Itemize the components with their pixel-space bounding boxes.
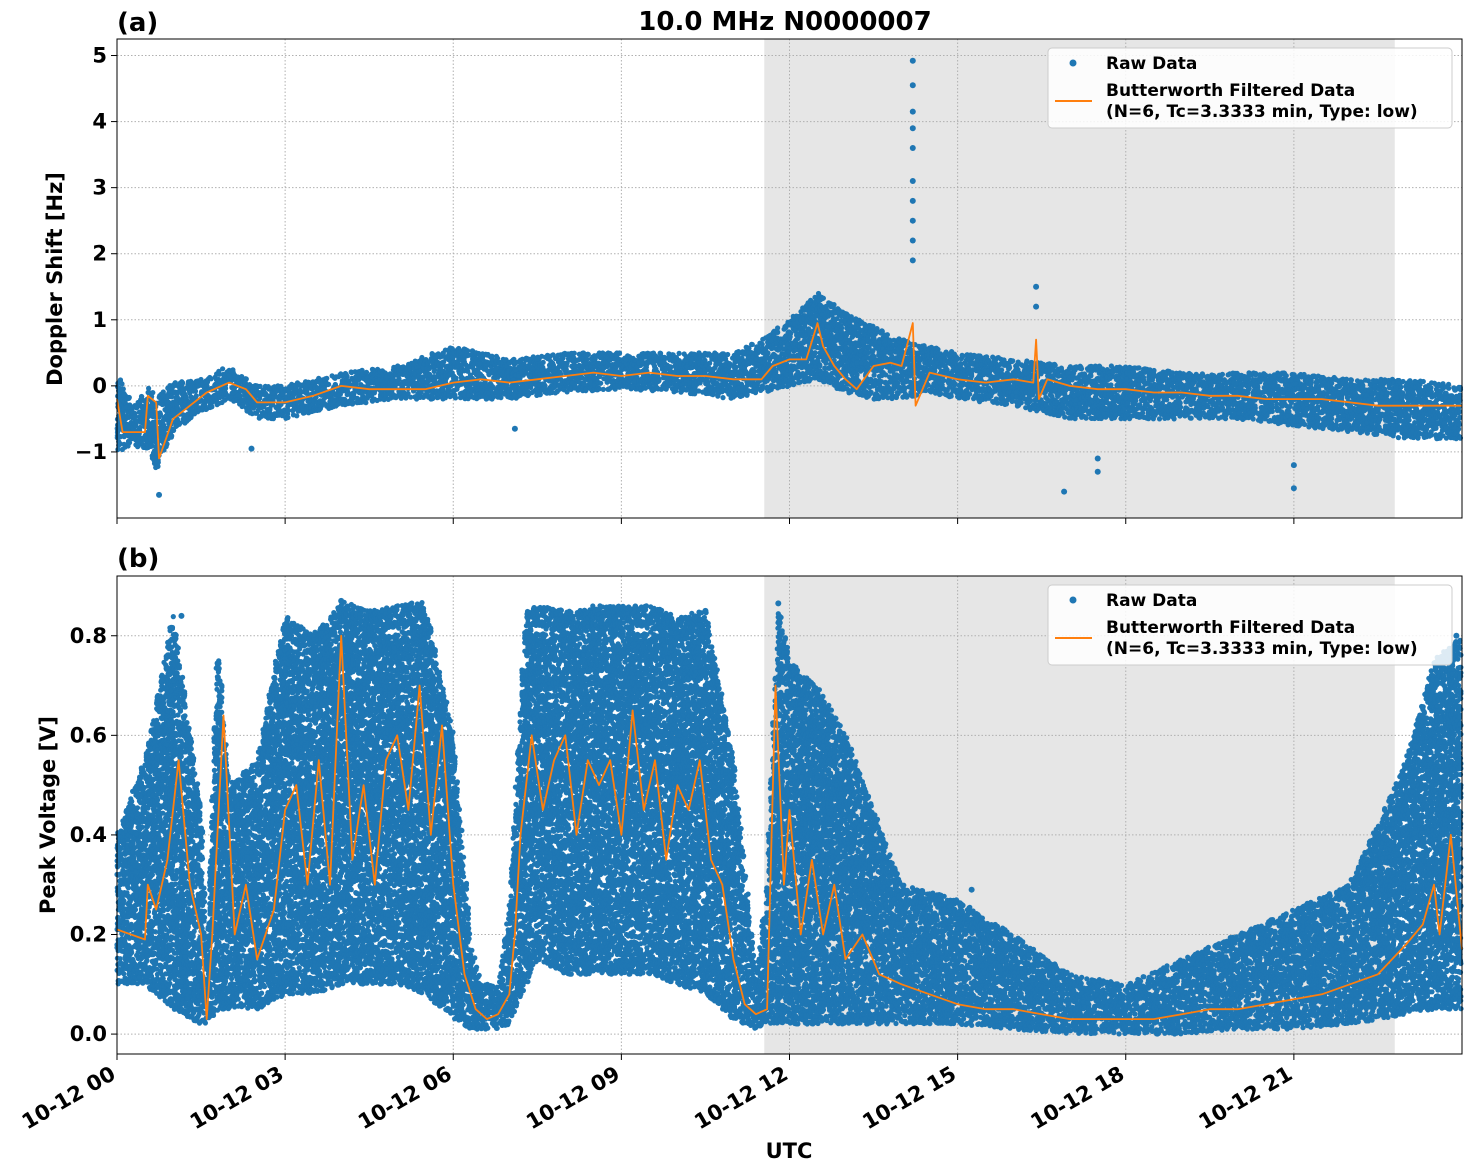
raw-data-point — [668, 364, 673, 369]
figure-title: 10.0 MHz N0000007 — [638, 7, 931, 37]
raw-data-point — [702, 358, 707, 363]
raw-data-point — [715, 394, 720, 399]
raw-data-point — [572, 351, 577, 356]
raw-data-point — [148, 444, 153, 449]
raw-data-point — [541, 360, 546, 365]
raw-data-point — [363, 400, 368, 405]
raw-data-point — [157, 413, 162, 418]
raw-data-point — [538, 392, 543, 397]
raw-data-point — [427, 372, 432, 377]
raw-data-point — [326, 382, 331, 387]
raw-data-point — [550, 361, 555, 366]
raw-data-point — [127, 395, 132, 400]
raw-data-point — [656, 378, 661, 383]
raw-data-point — [350, 401, 355, 406]
raw-data-point — [601, 387, 606, 392]
raw-data-point — [430, 395, 435, 400]
raw-data-point — [193, 389, 198, 394]
raw-data-point — [750, 342, 755, 347]
raw-data-point — [598, 381, 603, 386]
raw-data-point — [617, 350, 622, 355]
raw-data-point — [173, 380, 178, 385]
raw-data-point — [465, 348, 470, 353]
raw-data-point — [150, 390, 155, 395]
raw-data-point — [209, 404, 214, 409]
raw-data-point — [220, 366, 225, 371]
raw-data-point — [230, 367, 235, 372]
raw-data-point — [453, 376, 458, 381]
raw-data-point — [760, 386, 765, 391]
raw-data-point — [344, 372, 349, 377]
raw-data-point — [208, 376, 213, 381]
raw-data-point — [285, 415, 290, 420]
raw-data-point — [119, 381, 124, 386]
raw-data-point — [452, 394, 457, 399]
raw-data-point — [115, 447, 120, 452]
raw-data-point — [294, 413, 299, 418]
raw-data-point — [750, 370, 755, 375]
raw-data-point — [184, 395, 189, 400]
raw-data-point — [775, 330, 780, 335]
raw-data-point — [720, 395, 725, 400]
raw-data-point — [677, 351, 682, 356]
raw-data-point — [564, 363, 569, 368]
raw-data-point — [586, 352, 591, 357]
raw-data-point — [306, 380, 311, 385]
raw-data-point — [725, 352, 730, 357]
panel-a-label: (a) — [117, 8, 158, 38]
raw-data-point — [223, 386, 228, 391]
raw-data-point — [194, 393, 199, 398]
raw-data-point — [324, 376, 329, 381]
raw-data-point — [644, 365, 649, 370]
